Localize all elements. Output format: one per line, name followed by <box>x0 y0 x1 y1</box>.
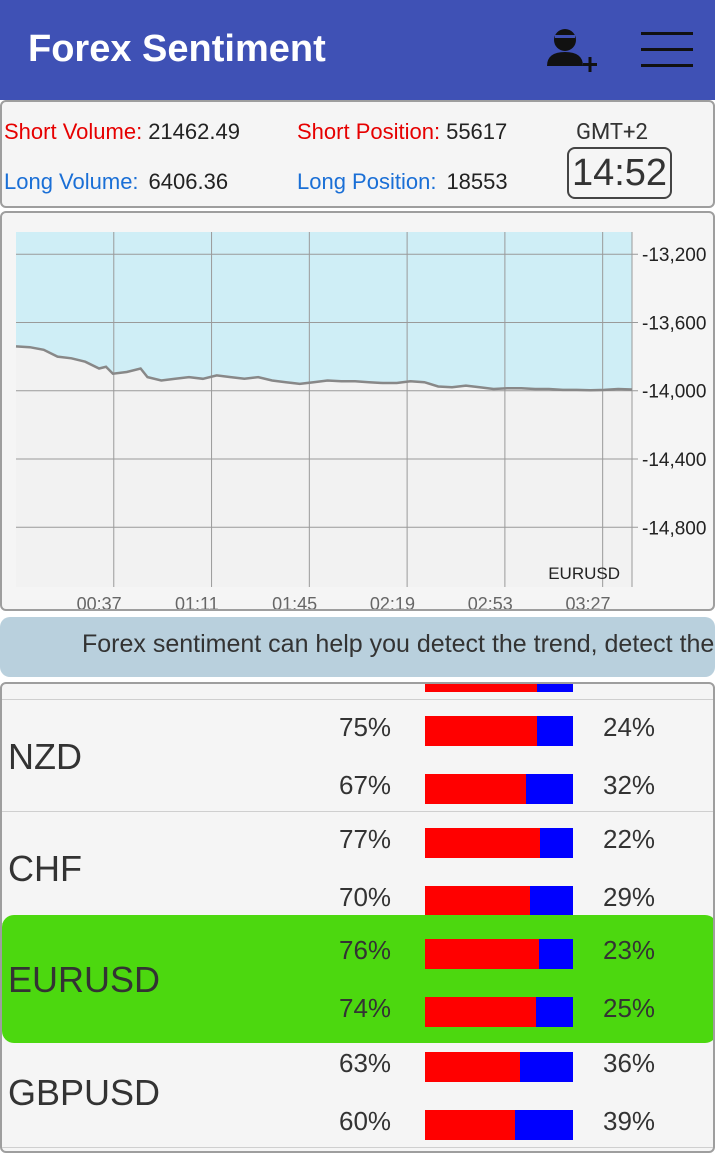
short-percent: 67% <box>339 770 392 800</box>
pair-row[interactable] <box>2 684 713 700</box>
short-area <box>16 232 632 391</box>
long-position: Long Position: 18553 <box>297 169 508 195</box>
currency-pair-list[interactable]: NZD 75% 24% 67% 32% CHF 77% 22% 70% 29% EURUSD 76% 2… <box>0 682 715 1153</box>
pair-row[interactable]: GBPUSD 63% 36% 60% 39% <box>2 1036 713 1148</box>
y-tick-label: -14,000 <box>642 382 706 403</box>
short-percent: 70% <box>339 882 392 912</box>
long-percent: 25% <box>603 993 656 1023</box>
news-ticker[interactable]: Forex sentiment can help you detect the … <box>0 617 715 677</box>
short-position-label: Short Position: <box>297 119 441 144</box>
short-bar-fill <box>425 939 539 969</box>
short-bar-fill <box>425 997 536 1027</box>
x-tick-label: 01:45 <box>272 594 317 609</box>
sentiment-bar <box>425 716 573 746</box>
pair-name: EURUSD <box>8 959 161 1000</box>
hamburger-menu-icon[interactable] <box>641 30 693 70</box>
long-percent: 29% <box>603 882 656 912</box>
sentiment-bar <box>425 939 573 969</box>
chart-svg: -13,200 -13,600 -14,000 -14,400 -14,800 00:37… <box>15 232 706 609</box>
long-volume-label: Long Volume: <box>4 169 139 194</box>
y-tick-label: -14,400 <box>642 450 706 471</box>
sentiment-stats-panel: Short Volume: 21462.49 Long Volume: 6406.3… <box>0 100 715 208</box>
short-bar-fill <box>425 828 541 858</box>
pair-name: NZD <box>8 736 82 777</box>
sentiment-bar <box>425 1052 573 1082</box>
sentiment-bar <box>425 1110 573 1140</box>
pair-name: GBPUSD <box>8 1072 161 1113</box>
short-bar-fill <box>425 886 531 916</box>
short-percent: 63% <box>339 1048 392 1078</box>
long-percent: 36% <box>603 1048 656 1078</box>
pair-row[interactable]: CHF 77% 22% 70% 29% <box>2 812 713 924</box>
x-tick-label: 01:11 <box>175 594 219 609</box>
pair-row[interactable]: NZD 75% 24% 67% 32% <box>2 700 713 812</box>
y-tick-label: -14,800 <box>642 518 706 539</box>
app-title: Forex Sentiment <box>28 28 326 70</box>
add-user-icon[interactable] <box>543 26 599 74</box>
short-percent: 75% <box>339 712 392 742</box>
long-volume: Long Volume: 6406.36 <box>4 169 228 195</box>
short-percent: 76% <box>339 935 392 965</box>
short-percent: 74% <box>339 993 392 1023</box>
short-bar-fill <box>425 1110 516 1140</box>
long-percent: 39% <box>603 1106 656 1136</box>
pair-row[interactable]: EURUSD 76% 23% 74% 25% <box>2 915 713 1043</box>
sentiment-bar <box>425 684 573 692</box>
sentiment-bar <box>425 774 573 804</box>
short-volume: Short Volume: 21462.49 <box>4 119 240 145</box>
long-percent: 23% <box>603 935 656 965</box>
long-volume-value: 6406.36 <box>148 169 229 194</box>
sentiment-bar <box>425 997 573 1027</box>
short-percent: 77% <box>339 824 392 854</box>
x-tick-label: 02:53 <box>468 594 513 609</box>
timezone-label: GMT+2 <box>576 120 648 145</box>
long-position-value: 18553 <box>446 169 508 194</box>
x-tick-label: 03:27 <box>565 594 610 609</box>
ticker-text: Forex sentiment can help you detect the … <box>82 630 715 658</box>
sentiment-bar <box>425 886 573 916</box>
y-tick-label: -13,200 <box>642 245 706 266</box>
short-volume-label: Short Volume: <box>4 119 143 144</box>
long-position-label: Long Position: <box>297 169 437 194</box>
clock-display: 14:52 <box>567 147 672 199</box>
short-bar-fill <box>425 1052 520 1082</box>
short-position-value: 55617 <box>446 119 508 144</box>
sentiment-bar <box>425 828 573 858</box>
long-percent: 22% <box>603 824 656 854</box>
short-bar-fill <box>425 716 538 746</box>
x-tick-label: 02:19 <box>370 594 415 609</box>
short-bar-fill <box>425 774 526 804</box>
short-position: Short Position: 55617 <box>297 119 507 145</box>
short-bar-fill <box>425 684 538 692</box>
sentiment-chart: -13,200 -13,600 -14,000 -14,400 -14,800 00:37… <box>0 211 715 611</box>
short-volume-value: 21462.49 <box>148 119 240 144</box>
pair-name: CHF <box>8 848 82 889</box>
long-percent: 32% <box>603 770 656 800</box>
short-percent: 60% <box>339 1106 392 1136</box>
chart-symbol-label: EURUSD <box>548 564 620 583</box>
y-tick-label: -13,600 <box>642 313 706 334</box>
x-tick-label: 00:37 <box>77 594 122 609</box>
app-bar: Forex Sentiment <box>0 0 715 100</box>
long-percent: 24% <box>603 712 656 742</box>
sentiment-line <box>15 345 633 392</box>
